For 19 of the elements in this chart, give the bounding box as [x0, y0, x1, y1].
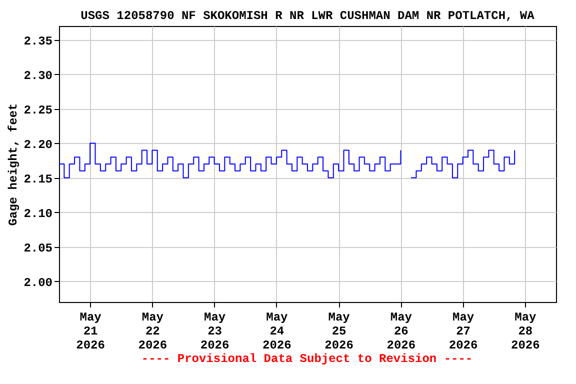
text: ---- Provisional Data Subject to Revision ----: [141, 352, 473, 366]
x-tick-label: May 22 2026: [138, 310, 168, 352]
x-tick-label: May 24 2026: [262, 310, 292, 352]
y-tick-label: 2.00: [24, 276, 52, 290]
y-tick-label: 2.20: [24, 138, 52, 152]
x-tick-label: May 21 2026: [76, 310, 105, 352]
chart-title: USGS 12058790 NF SKOKOMISH R NR LWR CUSHMAN DAM NR POTLATCH, WA: [80, 9, 536, 23]
x-tick-label: May 25 2026: [324, 310, 354, 352]
y-tick-label: 2.30: [24, 68, 52, 83]
y-tick-label: 2.35: [24, 34, 52, 48]
y-tick-label: 2.15: [24, 172, 52, 186]
y-axis-title: Gage height, feet: [6, 103, 21, 226]
x-tick-label: May 23 2026: [200, 310, 230, 352]
x-tick-label: May 27 2026: [448, 310, 478, 352]
y-tick-label: 2.10: [24, 206, 52, 221]
x-tick-label: May 26 2026: [386, 310, 416, 352]
y-tick-label: 2.25: [24, 103, 52, 118]
y-tick-label: 2.05: [24, 241, 52, 256]
x-tick-label: May 28 2026: [511, 310, 540, 352]
